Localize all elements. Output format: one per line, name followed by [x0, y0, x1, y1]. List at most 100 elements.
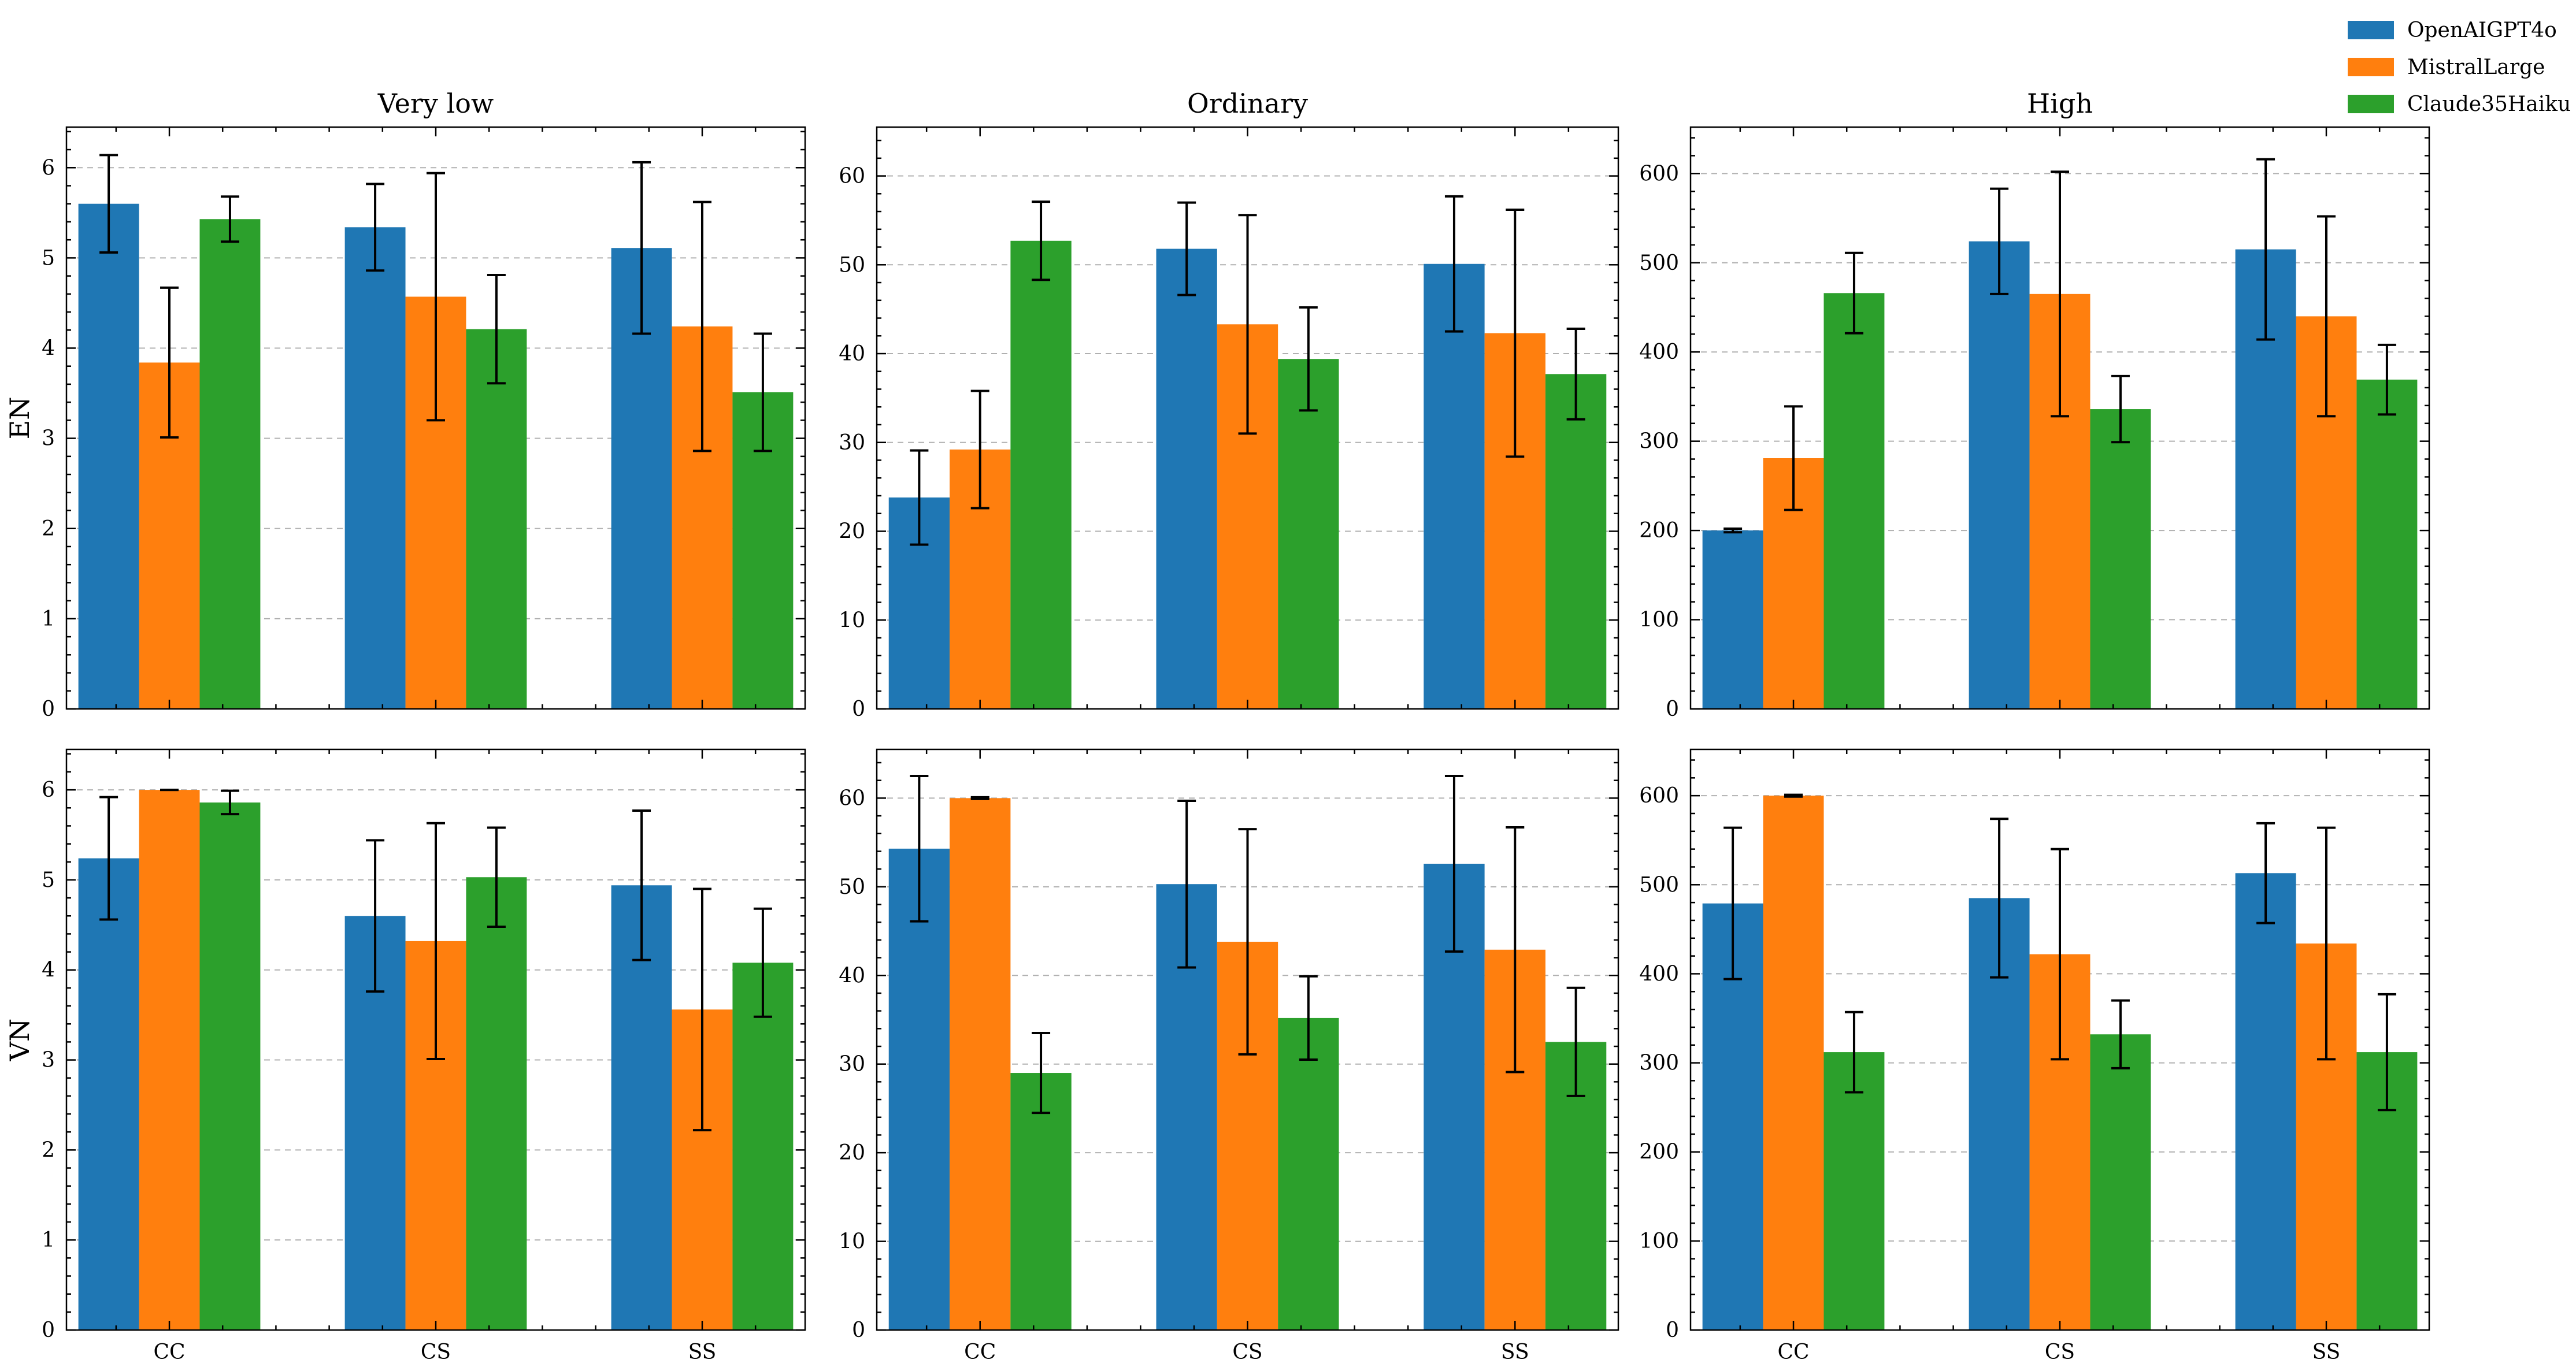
x-tick-label-cs: CS [1232, 1340, 1262, 1364]
bar-MistralLarge-CC [1763, 796, 1824, 1330]
y-tick-label: 0 [852, 1318, 865, 1342]
bar-OpenAIGPT4o-CS [1969, 241, 2030, 709]
y-tick-label: 400 [1639, 340, 1679, 364]
y-tick-label: 30 [839, 1053, 865, 1076]
bar-Claude35Haiku-CC [1010, 1073, 1072, 1330]
error-bar [910, 449, 929, 546]
error-bar [2256, 158, 2275, 341]
x-tick-label-cc: CC [1777, 1340, 1809, 1364]
error-bar [1444, 195, 1463, 333]
error-bar [753, 907, 772, 1018]
error-bar [366, 183, 385, 272]
error-bar [1444, 775, 1463, 953]
bar-OpenAIGPT4o-SS [1424, 263, 1485, 709]
y-tick-label: 100 [1639, 608, 1679, 632]
error-bar [2316, 826, 2336, 1061]
legend-label: OpenAIGPT4o [2407, 18, 2557, 42]
y-tick-label: 100 [1639, 1229, 1679, 1253]
error-bar [1238, 214, 1257, 435]
error-bar [1566, 986, 1585, 1097]
bar-MistralLarge-CC [950, 798, 1011, 1330]
bar-Claude35Haiku-CS [1278, 1017, 1339, 1330]
bar-OpenAIGPT4o-SS [2235, 873, 2296, 1330]
x-tick-label-ss: SS [1501, 1340, 1529, 1364]
y-tick-label: 5 [42, 868, 55, 892]
x-tick-label-cs: CS [421, 1340, 451, 1364]
row-label: EN [4, 397, 35, 440]
panel-vn-2: 0 10 20 30 40 50 60 CC CS SS [839, 748, 1619, 1364]
y-tick-label: 20 [839, 1141, 865, 1165]
error-bar [970, 389, 989, 510]
error-bar [1299, 306, 1318, 412]
bar-Claude35Haiku-CC [1823, 1052, 1885, 1330]
y-tick-label: 300 [1639, 1052, 1679, 1075]
error-bar [1990, 187, 2009, 295]
error-bar [220, 789, 239, 816]
legend-swatch [2348, 58, 2394, 76]
y-tick-label: 200 [1639, 1141, 1679, 1164]
y-tick-label: 3 [42, 427, 55, 451]
error-bar [487, 274, 506, 385]
bar-OpenAIGPT4o-CC [78, 858, 139, 1330]
error-bar [2111, 374, 2130, 444]
y-tick-label: 4 [42, 337, 55, 361]
error-bar [1990, 818, 2009, 979]
error-bar [1566, 327, 1585, 421]
legend-entry: Claude35Haiku [2348, 92, 2571, 116]
bar-OpenAIGPT4o-CS [344, 227, 406, 709]
legend-swatch [2348, 21, 2394, 39]
error-bar [427, 822, 445, 1060]
error-bar [1844, 1011, 1863, 1094]
bar-Claude35Haiku-CS [466, 329, 527, 709]
error-bar [2377, 993, 2396, 1112]
panel-vn-1: 0 1 2 3 4 5 6 CC CS SS VN [4, 748, 806, 1364]
y-tick-label: 0 [42, 1318, 55, 1342]
error-bar [632, 161, 651, 335]
error-bar [1723, 528, 1743, 534]
x-tick-label-ss: SS [2312, 1340, 2341, 1364]
error-bar [160, 286, 179, 439]
error-bar [1784, 405, 1803, 511]
x-tick-label-cc: CC [964, 1340, 996, 1364]
y-tick-label: 6 [42, 778, 55, 802]
error-bar [2111, 999, 2130, 1069]
error-bar [970, 796, 989, 800]
y-tick-label: 300 [1639, 430, 1679, 454]
y-tick-label: 50 [839, 253, 865, 277]
y-tick-label: 500 [1639, 873, 1679, 897]
panel-en-2: 0 10 20 30 40 50 60 Ordinary [839, 88, 1619, 721]
bar-Claude35Haiku-SS [732, 963, 794, 1330]
error-bar [99, 796, 118, 921]
y-tick-label: 10 [839, 608, 865, 632]
y-tick-label: 0 [42, 697, 55, 721]
bar-Claude35Haiku-CS [2090, 409, 2151, 709]
y-tick-label: 10 [839, 1230, 865, 1254]
error-bar [1032, 1031, 1051, 1115]
y-tick-label: 60 [839, 786, 865, 810]
error-bar [1506, 826, 1525, 1073]
panel-en-1: 0 1 2 3 4 5 6 Very low EN [4, 88, 806, 721]
bar-Claude35Haiku-SS [1545, 374, 1607, 709]
x-tick-label-cc: CC [153, 1340, 185, 1364]
error-bar [1238, 828, 1257, 1056]
panel-vn-3: 0 100 200 300 400 500 600 CC CS SS [1639, 748, 2430, 1364]
bar-Claude35Haiku-CC [1823, 293, 1885, 709]
y-tick-label: 0 [1666, 1318, 1679, 1342]
error-bar [632, 809, 651, 961]
y-tick-label: 20 [839, 520, 865, 544]
y-tick-label: 0 [1666, 697, 1679, 721]
error-bar [753, 332, 772, 452]
y-tick-label: 1 [42, 1228, 55, 1252]
error-bar [692, 887, 711, 1132]
y-tick-label: 30 [839, 431, 865, 455]
bar-OpenAIGPT4o-CS [1156, 248, 1217, 709]
y-tick-label: 200 [1639, 519, 1679, 543]
x-tick-label-ss: SS [688, 1340, 717, 1364]
bar-Claude35Haiku-SS [2356, 380, 2418, 709]
legend-entry: OpenAIGPT4o [2348, 18, 2557, 42]
y-tick-label: 40 [839, 342, 865, 366]
panel-en-3: 0 100 200 300 400 500 600 High [1639, 88, 2430, 721]
legend-label: Claude35Haiku [2407, 92, 2571, 116]
bar-Claude35Haiku-CS [466, 877, 527, 1330]
